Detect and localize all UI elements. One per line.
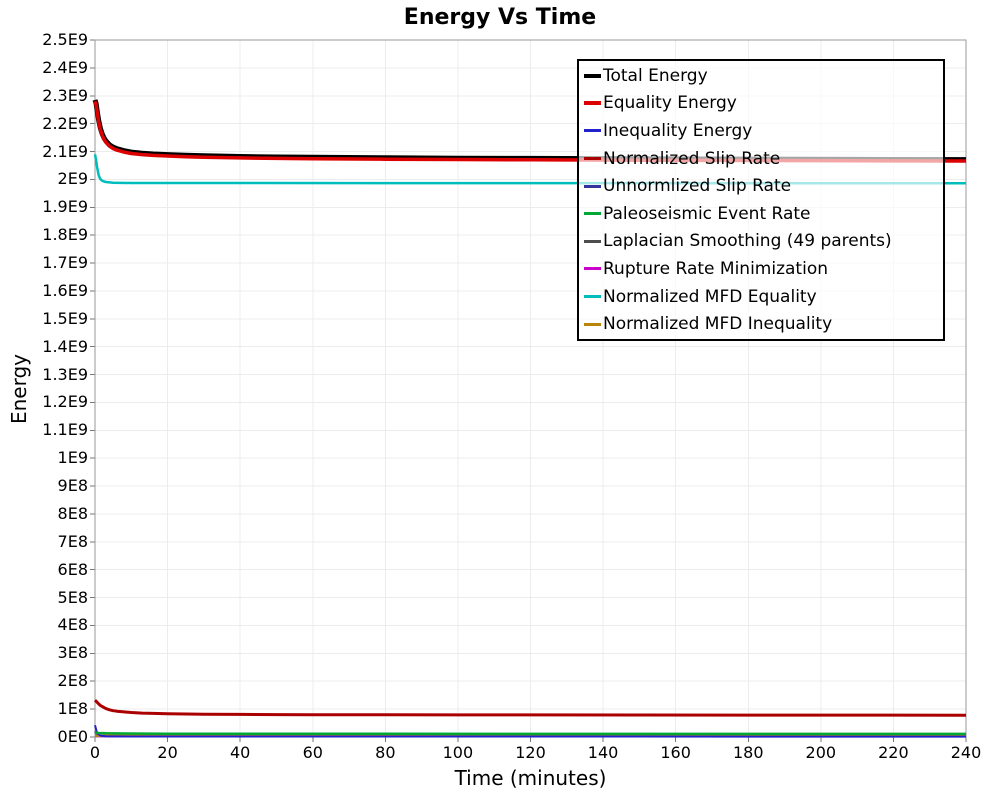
x-tick-label: 80 [375,743,396,762]
x-tick-label: 240 [950,743,982,762]
x-tick-label: 40 [229,743,251,762]
legend-label: Paleoseismic Event Rate [603,203,811,224]
legend-swatch-icon [584,295,601,299]
legend-item: Total Energy [584,62,943,90]
series-line-normalized-slip-rate [93,699,967,717]
y-tick-label: 2.1E9 [42,141,88,161]
x-tick-label: 100 [442,743,474,762]
legend-swatch-icon [584,101,601,106]
x-tick-label: 120 [515,743,546,762]
legend-label: Inequality Energy [603,120,753,141]
y-tick-label: 1.2E9 [42,392,88,412]
y-tick-label: 3E8 [57,643,88,663]
legend-label: Unnormlized Slip Rate [603,176,792,197]
legend-item: Rupture Rate Minimization [584,255,943,283]
x-tick-label: 0 [89,743,101,762]
y-tick-label: 0E0 [57,727,88,746]
y-tick-label: 1.5E9 [42,308,88,328]
x-axis-title: Time (minutes) [454,766,607,790]
legend-label: Normalized MFD Inequality [603,314,833,335]
y-tick-label: 6E8 [57,559,88,579]
y-tick-label: 5E8 [57,587,88,607]
y-tick-label: 2.5E9 [42,30,88,49]
legend-item: Laplacian Smoothing (49 parents) [584,228,943,256]
y-tick-label: 1.4E9 [42,336,88,356]
series-line-inequality-energy [94,725,967,738]
y-tick-label: 2E9 [57,169,88,189]
x-tick-label: 140 [587,743,619,762]
legend-item: Normalized Slip Rate [584,145,943,173]
legend-swatch-icon [584,184,601,188]
series-line-normalized-mfd-equality [93,154,967,185]
series-line-equality-energy [93,100,967,163]
legend-swatch-icon [584,73,601,78]
legend-swatch-icon [584,157,601,161]
y-tick-label: 4E8 [57,615,88,635]
x-tick-label: 180 [732,743,764,762]
legend-swatch-icon [584,129,601,133]
x-tick-label: 60 [302,743,323,762]
y-tick-label: 1E9 [57,448,88,468]
y-tick-label: 1.6E9 [42,280,88,300]
y-tick-label: 2E8 [57,671,88,691]
x-tick-label: 20 [157,743,178,762]
legend-item: Normalized MFD Equality [584,283,943,311]
legend: Total Energy Equality Energy Inequality En… [577,59,945,341]
y-tick-label: 1.8E9 [42,225,88,245]
x-tick-label: 220 [878,743,909,762]
y-tick-label: 1E8 [57,699,88,719]
y-tick-label: 1.9E9 [42,197,88,217]
legend-swatch-icon [584,322,601,326]
y-tick-label: 9E8 [57,476,88,496]
y-tick-label: 1.1E9 [42,420,88,440]
legend-item: Equality Energy [584,90,943,118]
legend-label: Normalized Slip Rate [603,148,781,169]
legend-label: Equality Energy [603,93,737,114]
legend-swatch-icon [584,267,601,271]
legend-label: Laplacian Smoothing (49 parents) [603,231,892,252]
legend-label: Normalized MFD Equality [603,286,817,307]
y-tick-label: 2.4E9 [42,57,88,77]
chart-title: Energy Vs Time [403,5,597,30]
legend-label: Rupture Rate Minimization [603,258,828,279]
y-tick-label: 8E8 [57,503,88,523]
y-tick-label: 2.3E9 [42,85,88,105]
x-tick-label: 200 [805,743,837,762]
x-tick-label: 160 [660,743,691,762]
legend-item: Inequality Energy [584,117,943,145]
legend-swatch-icon [584,212,601,216]
legend-swatch-icon [584,239,601,243]
y-tick-label: 7E8 [57,531,88,551]
y-tick-label: 1.7E9 [42,253,88,273]
y-tick-label: 1.3E9 [42,364,88,384]
series-line-paleoseismic-event-rate [94,731,967,736]
legend-item: Normalized MFD Inequality [584,310,943,338]
legend-item: Paleoseismic Event Rate [584,200,943,228]
legend-item: Unnormlized Slip Rate [584,172,943,200]
y-tick-label: 2.2E9 [42,113,88,133]
legend-label: Total Energy [603,65,708,86]
